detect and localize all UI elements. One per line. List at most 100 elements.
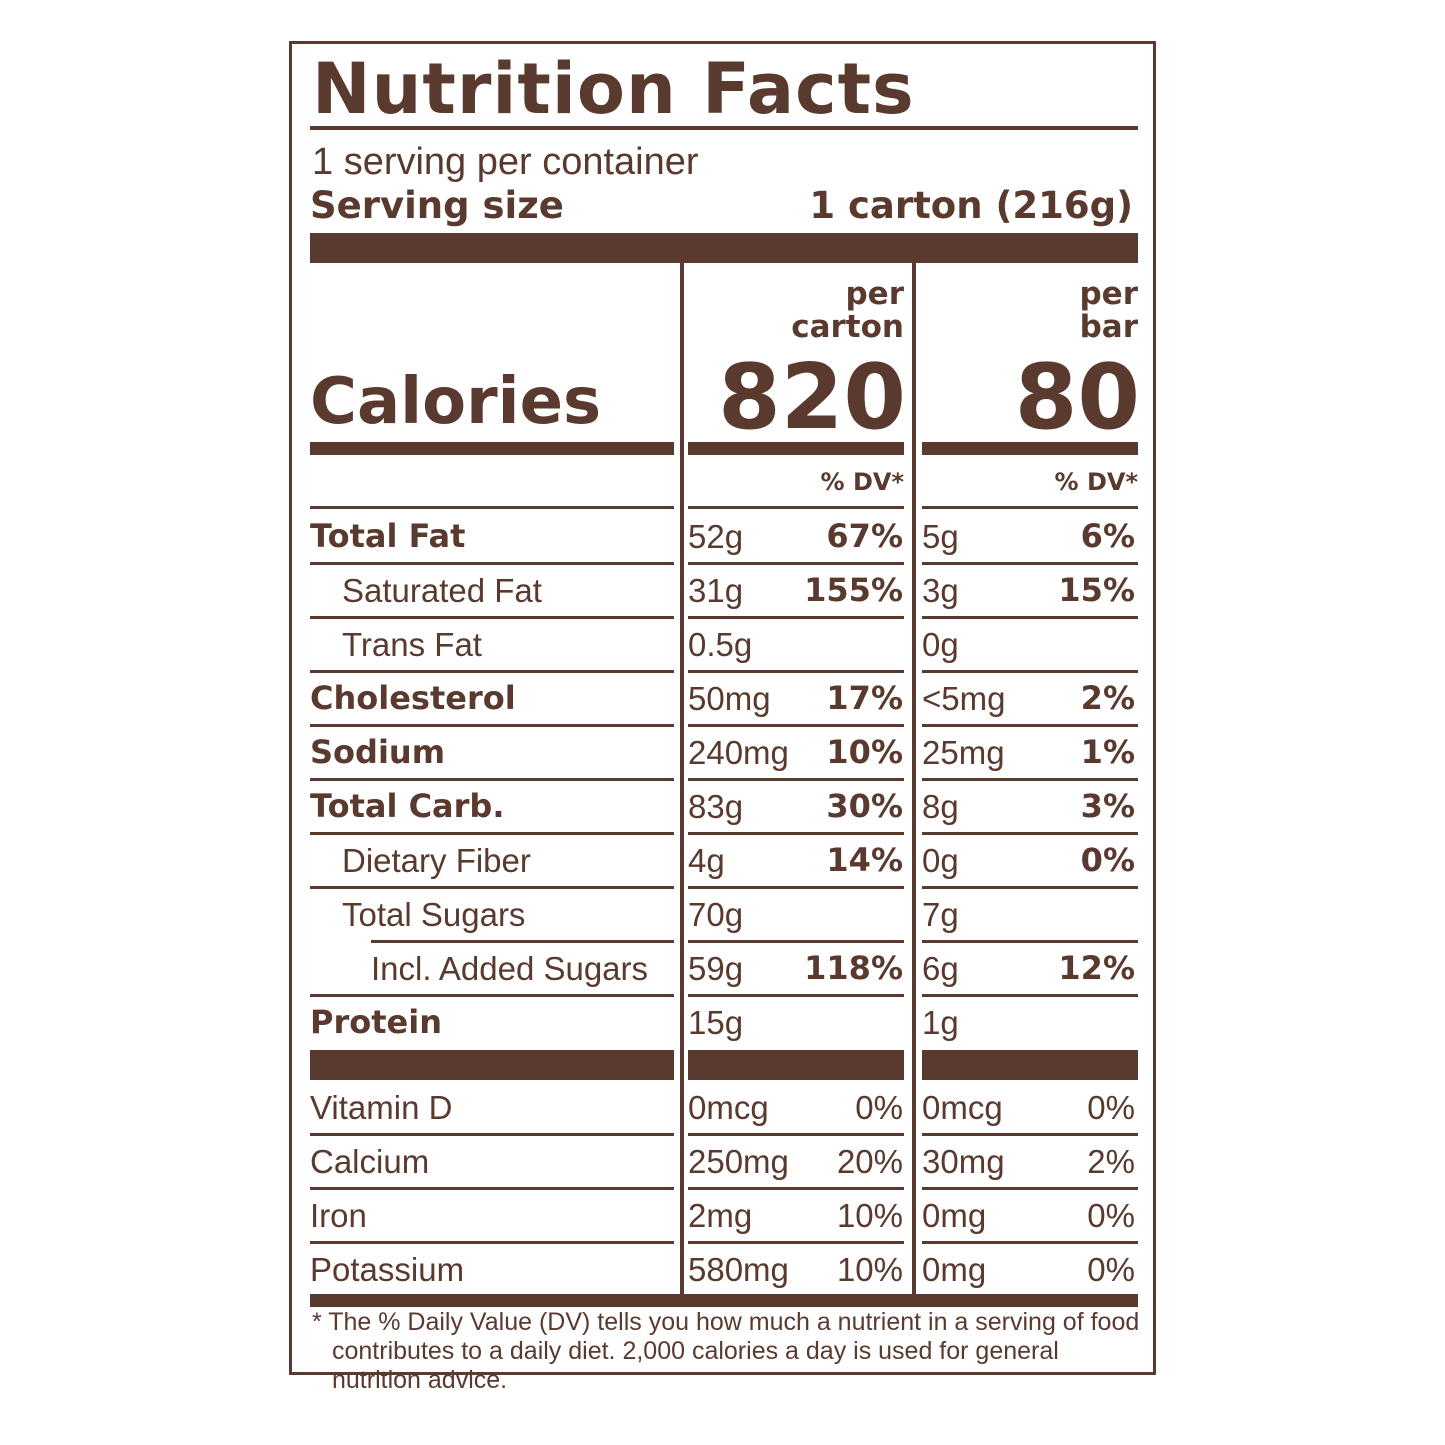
row-rule bbox=[922, 940, 1138, 943]
vitamin-name: Iron bbox=[310, 1197, 367, 1234]
thick-divider-vitamins-carton bbox=[688, 1050, 904, 1080]
row-rule bbox=[688, 724, 904, 727]
column-divider-1 bbox=[680, 262, 684, 1296]
column-header-carton: per carton bbox=[688, 278, 904, 344]
nutrient-name: Total Carb. bbox=[310, 787, 505, 825]
nutrient-row-total-fat: Total Fat 52g 67% 5g 6% bbox=[292, 511, 1153, 565]
serving-size-value: 1 carton (216g) bbox=[809, 184, 1133, 227]
vitamin-name: Potassium bbox=[310, 1251, 465, 1288]
vitamin-row-iron: Iron 2mg 10% 0mg 0% bbox=[292, 1190, 1153, 1244]
amount-per-bar: 8g bbox=[922, 788, 959, 825]
row-rule bbox=[688, 670, 904, 673]
calories-per-bar: 80 bbox=[1014, 345, 1140, 450]
row-rule bbox=[922, 886, 1138, 889]
amount-per-bar: 6g bbox=[922, 950, 959, 987]
row-rule bbox=[310, 670, 674, 673]
row-rule bbox=[688, 886, 904, 889]
vitamin-row-calcium: Calcium 250mg 20% 30mg 2% bbox=[292, 1136, 1153, 1190]
dv-per-carton: 155% bbox=[804, 571, 903, 609]
amount-per-carton: 83g bbox=[688, 788, 744, 825]
thick-divider-vitamins-name bbox=[310, 1050, 674, 1080]
nutrient-name: Total Sugars bbox=[342, 896, 526, 933]
amount-per-bar: <5mg bbox=[922, 680, 1006, 717]
dv-per-bar: 2% bbox=[1080, 679, 1135, 717]
row-rule bbox=[310, 562, 674, 565]
dv-per-bar: 0% bbox=[1087, 1089, 1135, 1126]
amount-per-carton: 580mg bbox=[688, 1251, 789, 1288]
nutrition-facts-label: Nutrition Facts 1 serving per container … bbox=[289, 41, 1156, 1394]
nutrient-name: Dietary Fiber bbox=[342, 842, 531, 879]
row-rule bbox=[922, 616, 1138, 619]
thick-divider-vitamins-bar bbox=[922, 1050, 1138, 1080]
nutrient-row-sodium: Sodium 240mg 10% 25mg 1% bbox=[292, 727, 1153, 781]
amount-per-carton: 52g bbox=[688, 518, 744, 555]
row-rule bbox=[310, 1133, 674, 1136]
column-header-bar-line2: bar bbox=[1079, 309, 1138, 345]
row-rule bbox=[310, 616, 674, 619]
nutrient-row-protein: Protein 15g 1g bbox=[292, 997, 1153, 1051]
row-rule bbox=[688, 616, 904, 619]
row-rule bbox=[922, 1241, 1138, 1244]
row-rule bbox=[371, 940, 674, 943]
dv-rule-name bbox=[310, 506, 674, 509]
amount-per-bar: 0mcg bbox=[922, 1089, 1003, 1126]
column-header-bar-line1: per bbox=[1079, 276, 1138, 312]
nutrient-row-saturated-fat: Saturated Fat 31g 155% 3g 15% bbox=[292, 565, 1153, 619]
amount-per-bar: 0g bbox=[922, 842, 959, 879]
dv-per-carton: 17% bbox=[826, 679, 903, 717]
nutrient-row-added-sugars: Incl. Added Sugars 59g 118% 6g 12% bbox=[292, 943, 1153, 997]
dv-per-carton: 30% bbox=[826, 787, 903, 825]
dv-per-bar: 15% bbox=[1058, 571, 1135, 609]
amount-per-bar: 7g bbox=[922, 896, 959, 933]
row-rule bbox=[688, 562, 904, 565]
amount-per-carton: 240mg bbox=[688, 734, 789, 771]
amount-per-bar: 25mg bbox=[922, 734, 1005, 771]
row-rule bbox=[310, 994, 674, 997]
row-rule bbox=[310, 778, 674, 781]
amount-per-carton: 250mg bbox=[688, 1143, 789, 1180]
calories-divider-name bbox=[310, 442, 674, 455]
dv-per-bar: 0% bbox=[1080, 841, 1135, 879]
footnote-divider bbox=[310, 1294, 1138, 1307]
amount-per-carton: 2mg bbox=[688, 1197, 753, 1234]
dv-per-bar: 0% bbox=[1087, 1251, 1135, 1288]
row-rule bbox=[922, 724, 1138, 727]
row-rule bbox=[310, 832, 674, 835]
nutrient-row-trans-fat: Trans Fat 0.5g 0g bbox=[292, 619, 1153, 673]
calories-divider-carton bbox=[688, 442, 904, 455]
dv-per-carton: 10% bbox=[826, 733, 903, 771]
dv-per-bar: 0% bbox=[1087, 1197, 1135, 1234]
dv-per-bar: 1% bbox=[1080, 733, 1135, 771]
nutrient-name: Incl. Added Sugars bbox=[371, 950, 649, 987]
dv-per-bar: 2% bbox=[1087, 1143, 1135, 1180]
amount-per-bar: 3g bbox=[922, 572, 959, 609]
row-rule bbox=[688, 1241, 904, 1244]
dv-per-carton: 20% bbox=[836, 1143, 903, 1180]
amount-per-bar: 30mg bbox=[922, 1143, 1005, 1180]
dv-per-carton: 0% bbox=[855, 1089, 903, 1126]
dv-per-bar: 6% bbox=[1080, 517, 1135, 555]
dv-header-bar: % DV* bbox=[1054, 468, 1138, 496]
amount-per-bar: 0mg bbox=[922, 1197, 987, 1234]
dv-header-carton: % DV* bbox=[820, 468, 904, 496]
amount-per-bar: 0mg bbox=[922, 1251, 987, 1288]
column-header-bar: per bar bbox=[922, 278, 1138, 344]
nutrient-row-total-carb: Total Carb. 83g 30% 8g 3% bbox=[292, 781, 1153, 835]
title-divider bbox=[310, 126, 1138, 130]
dv-rule-carton bbox=[688, 506, 904, 509]
row-rule bbox=[922, 1187, 1138, 1190]
servings-per-container: 1 serving per container bbox=[312, 141, 699, 183]
amount-per-carton: 15g bbox=[688, 1004, 744, 1041]
column-divider-2 bbox=[912, 262, 916, 1296]
amount-per-carton: 4g bbox=[688, 842, 725, 879]
vitamin-name: Vitamin D bbox=[310, 1089, 453, 1126]
dv-per-carton: 67% bbox=[826, 517, 903, 555]
amount-per-carton: 0.5g bbox=[688, 626, 753, 663]
nutrient-name: Total Fat bbox=[310, 517, 466, 555]
vitamin-row-vitamin-d: Vitamin D 0mcg 0% 0mcg 0% bbox=[292, 1082, 1153, 1136]
row-rule bbox=[922, 562, 1138, 565]
row-rule bbox=[310, 724, 674, 727]
row-rule bbox=[922, 1133, 1138, 1136]
row-rule bbox=[310, 886, 674, 889]
amount-per-bar: 5g bbox=[922, 518, 959, 555]
